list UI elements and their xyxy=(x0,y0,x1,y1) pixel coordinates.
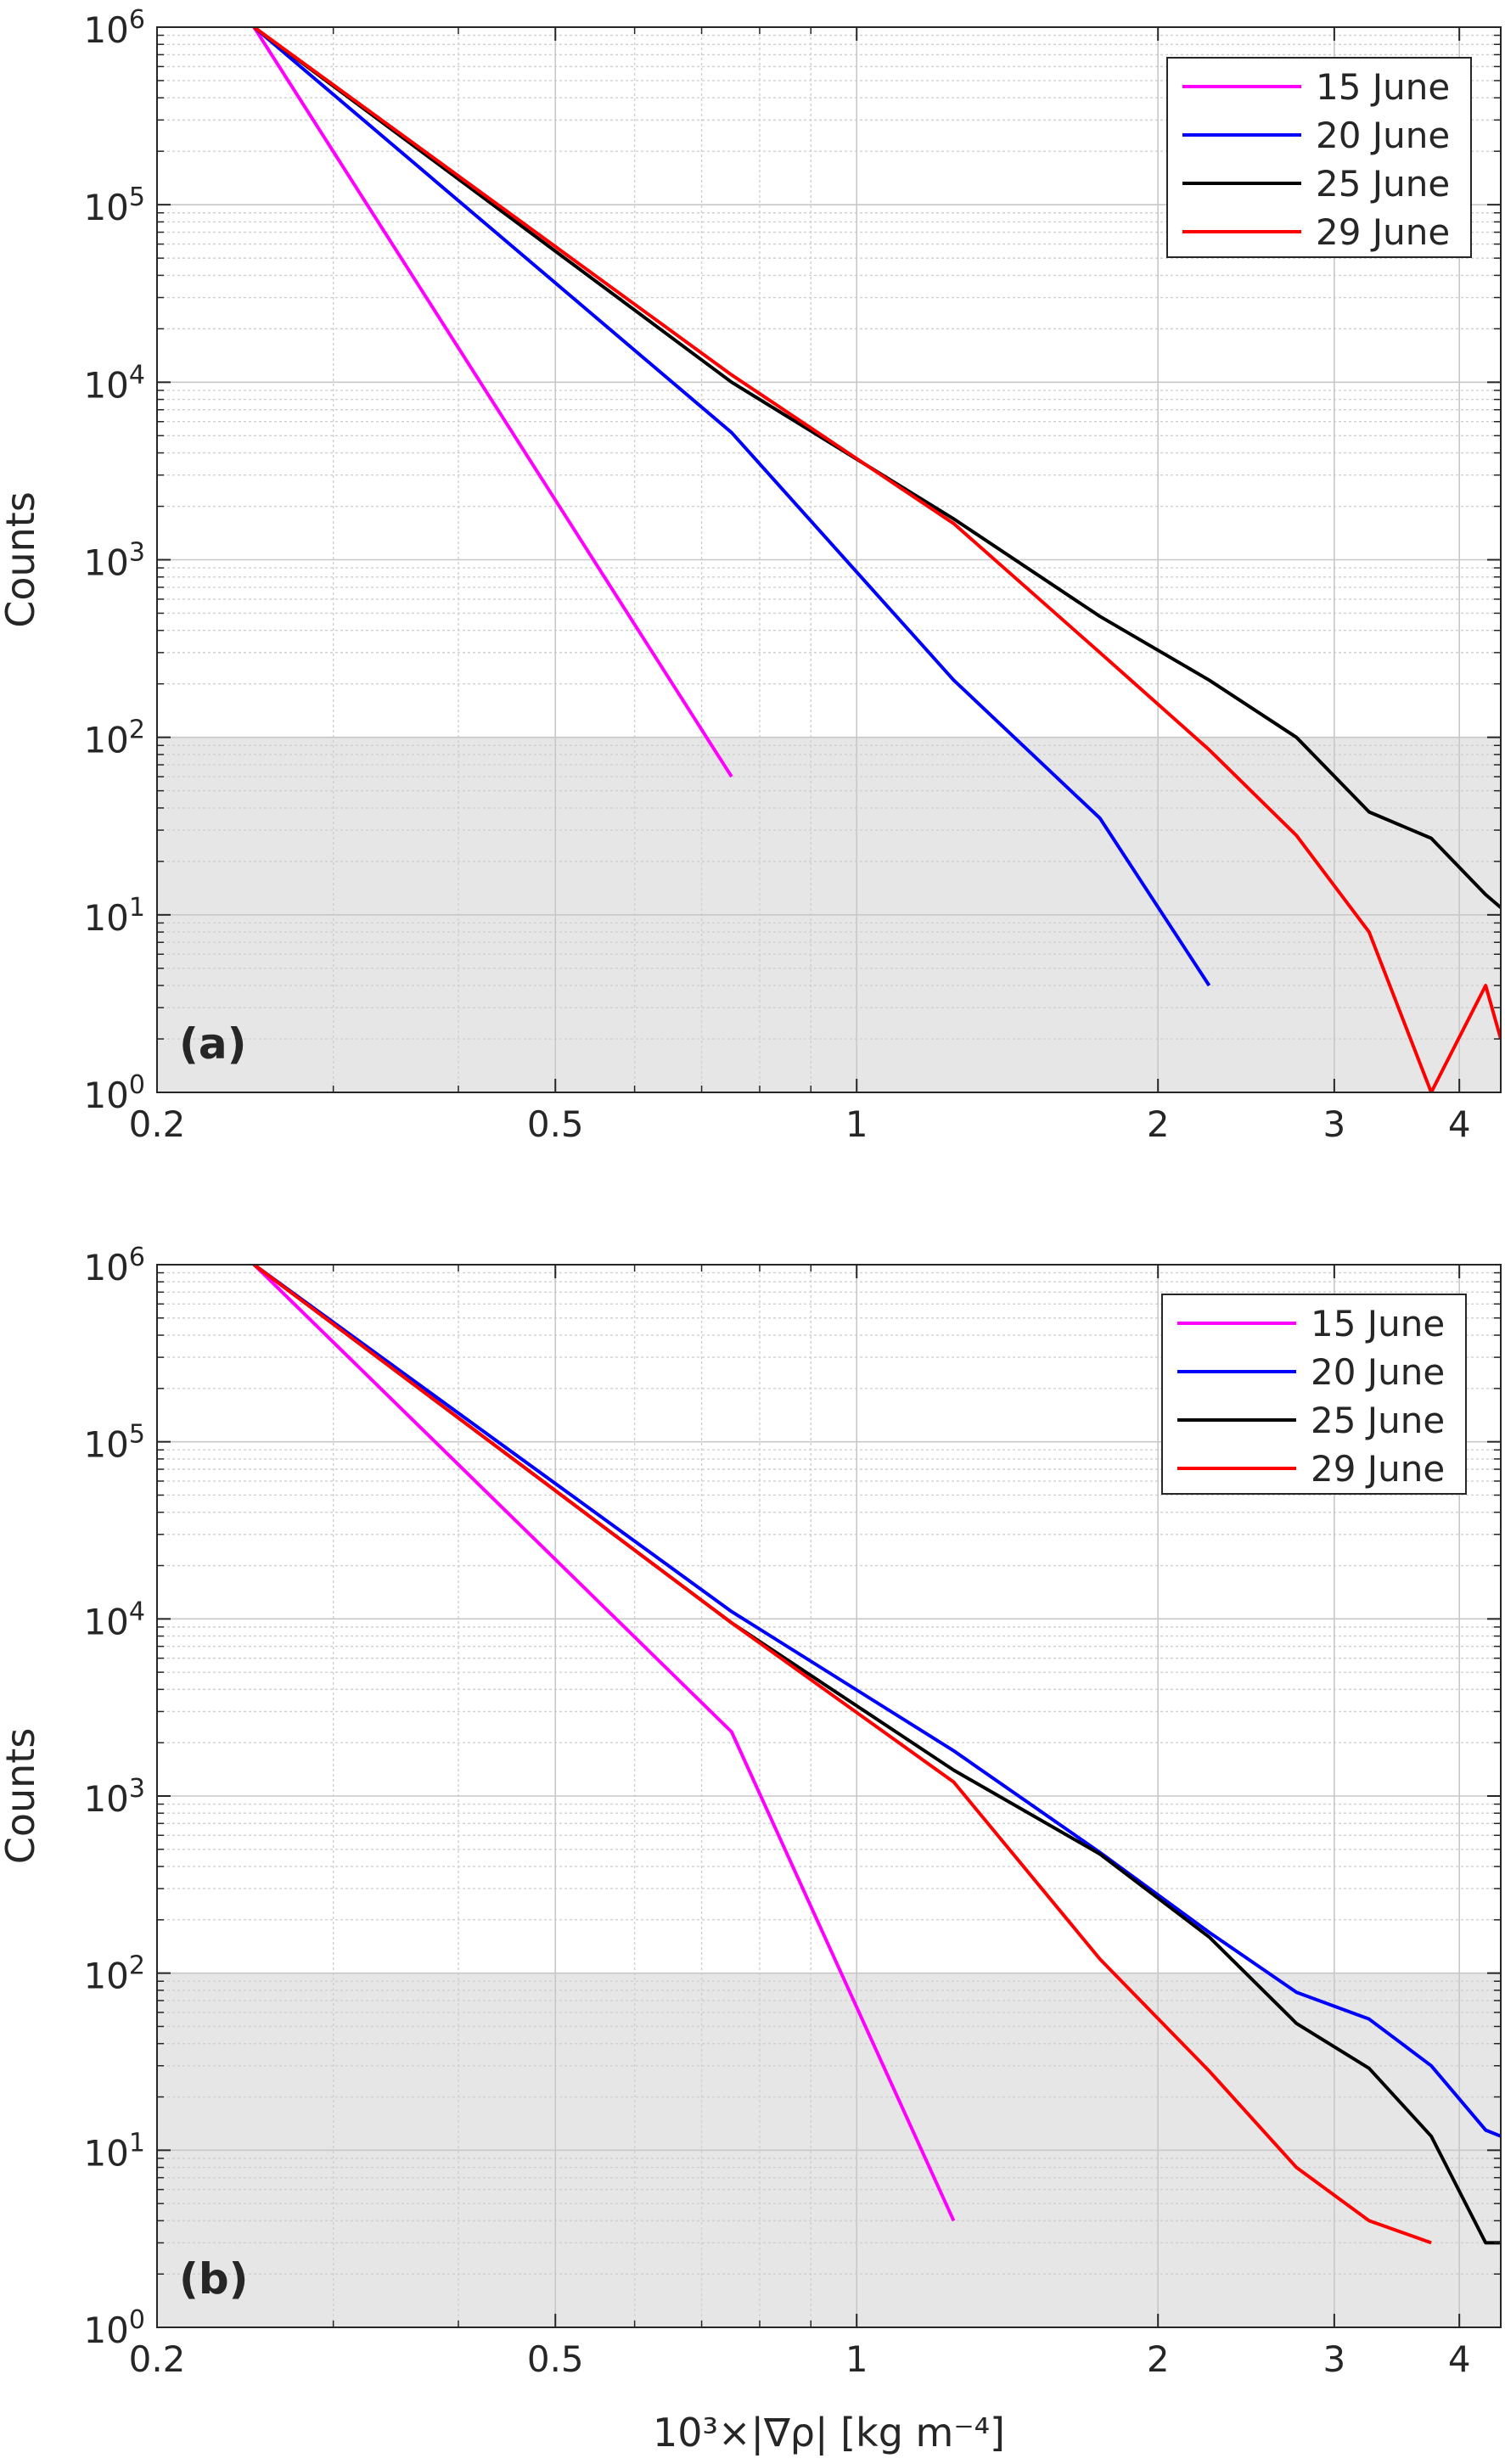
y-tick-label: 104 xyxy=(83,360,145,407)
legend-entry: 25 June xyxy=(1316,163,1450,205)
legend-entry: 20 June xyxy=(1316,115,1450,156)
y-tick-label: 104 xyxy=(83,1597,145,1643)
x-tick-label: 2 xyxy=(1147,1103,1170,1145)
series-line-29-june xyxy=(253,27,1501,1092)
series-line-15-june xyxy=(252,27,733,778)
y-axis-label: Counts xyxy=(0,491,43,628)
x-tick-label: 3 xyxy=(1322,2338,1345,2380)
legend-entry: 15 June xyxy=(1311,1303,1445,1344)
y-axis-label: Counts xyxy=(0,1728,43,1865)
series-line-25-june xyxy=(253,1265,1501,2245)
series-line-15-june xyxy=(252,1265,956,2222)
ticks xyxy=(156,26,1501,1093)
legend-entry: 25 June xyxy=(1311,1400,1445,1441)
legend-entry: 20 June xyxy=(1311,1351,1445,1393)
x-tick-label: 1 xyxy=(845,2338,868,2380)
y-tick-label: 106 xyxy=(83,1243,145,1289)
x-tick-label: 4 xyxy=(1448,1103,1471,1145)
x-tick-label: 2 xyxy=(1147,2338,1170,2380)
legend: 15 June 20 June 25 June 29 June xyxy=(1161,1294,1467,1495)
y-tick-label: 101 xyxy=(83,892,145,939)
y-tick-label: 102 xyxy=(83,715,145,761)
y-tick-label: 101 xyxy=(83,2128,145,2175)
series-line-20-june xyxy=(253,1265,1501,2138)
series-group xyxy=(252,27,1501,1092)
y-tick-label: 103 xyxy=(83,537,145,584)
x-tick-label: 0.5 xyxy=(527,1103,584,1145)
x-tick-label: 0.2 xyxy=(129,1103,186,1145)
y-tick-label: 105 xyxy=(83,1419,145,1466)
x-tick-label: 0.5 xyxy=(527,2338,584,2380)
y-tick-label: 106 xyxy=(83,5,145,52)
legend-entry: 29 June xyxy=(1311,1448,1445,1490)
x-axis-label: 10³×|∇ρ| [kg m⁻⁴] xyxy=(653,2410,1005,2456)
series-group xyxy=(252,1265,1501,2245)
panel-label: (a) xyxy=(179,1019,246,1069)
panel-label: (b) xyxy=(179,2254,249,2304)
x-tick-label: 3 xyxy=(1322,1103,1345,1145)
x-tick-label: 4 xyxy=(1448,2338,1471,2380)
x-tick-label: 0.2 xyxy=(129,2338,186,2380)
legend: 15 June 20 June 25 June 29 June xyxy=(1166,57,1472,258)
series-line-20-june xyxy=(253,27,1211,987)
ticks xyxy=(156,1264,1501,2328)
legend-entry: 15 June xyxy=(1316,66,1450,108)
y-tick-label: 105 xyxy=(83,182,145,229)
y-tick-label: 103 xyxy=(83,1774,145,1821)
legend-box xyxy=(1166,57,1472,258)
legend-entry: 29 June xyxy=(1316,211,1450,253)
series-line-29-june xyxy=(253,1265,1432,2245)
y-tick-label: 102 xyxy=(83,1950,145,1997)
x-tick-label: 1 xyxy=(845,1103,868,1145)
legend-box xyxy=(1161,1294,1467,1495)
